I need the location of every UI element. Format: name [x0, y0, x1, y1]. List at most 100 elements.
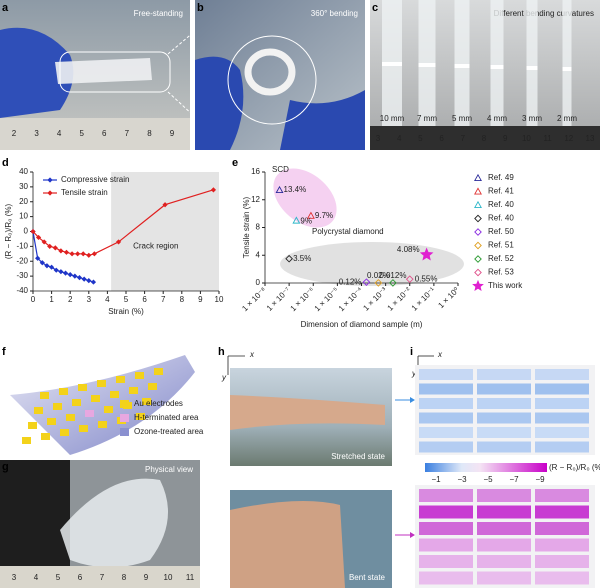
x-tick-label: 5: [124, 295, 129, 304]
x-tick-label: 0: [31, 295, 36, 304]
legend-swatch: [120, 428, 129, 436]
ruler-label: 3: [12, 573, 17, 582]
heatmap-cell: [477, 489, 531, 502]
glove: [0, 27, 74, 118]
y-tick-label: 10: [19, 212, 28, 221]
data-point: [210, 187, 217, 193]
rolled-film: [244, 48, 296, 96]
data-point: [47, 243, 53, 249]
shaded-region: [111, 172, 219, 291]
heatmap-cell: [419, 369, 473, 380]
ruler-label: 3: [34, 129, 39, 138]
ruler-label: 6: [102, 129, 107, 138]
data-point: [39, 260, 45, 266]
y-tick-label: -20: [16, 256, 28, 265]
legend-label: Ref. 40: [488, 200, 514, 209]
heatmap-cell: [535, 571, 589, 585]
heatmap-cell: [477, 369, 531, 380]
arm: [230, 395, 385, 430]
colorbar-tick: −5: [483, 475, 493, 484]
heatmap-cell: [535, 427, 589, 438]
data-point: [62, 270, 69, 276]
heatmap-cell: [535, 441, 589, 453]
tube-mark: [562, 67, 572, 71]
ruler-label: 6: [439, 134, 444, 143]
heatmap-cell: [477, 412, 531, 424]
caption: Bent state: [349, 573, 386, 582]
data-point: [69, 251, 75, 257]
data-point: [30, 228, 36, 235]
legend-marker: [474, 255, 482, 263]
electrode: [28, 422, 37, 429]
heatmap-cell: [419, 489, 473, 502]
data-point: [67, 272, 73, 278]
panel-h: h x y Stretched state Bent state: [218, 346, 415, 588]
data-point: [405, 275, 414, 284]
data-point: [58, 269, 64, 275]
axis-label: y: [411, 369, 417, 378]
legend-marker: [474, 200, 482, 209]
legend-label: Au electrodes: [134, 399, 183, 408]
data-point: [44, 263, 50, 269]
y-tick-label: -30: [16, 271, 28, 280]
tube-mark: [454, 64, 470, 68]
tube-label: 5 mm: [452, 114, 472, 123]
x-tick-label: 1 × 10⁻⁶: [289, 286, 317, 314]
data-point: [52, 245, 58, 251]
data-point: [35, 234, 42, 241]
heatmap-cell: [535, 522, 589, 535]
panel-letter: b: [197, 2, 204, 14]
heatmap-cell: [477, 555, 531, 568]
tube-mark: [526, 66, 538, 70]
panel-c: c Different bending curvatures: [370, 0, 600, 150]
data-point: [49, 264, 55, 270]
caption: Physical view: [145, 465, 193, 474]
electrode: [60, 429, 69, 436]
data-point: [80, 251, 86, 257]
x-tick-label: 10: [215, 295, 224, 304]
panel-letter: a: [2, 2, 9, 14]
panel-letter: g: [2, 461, 9, 473]
heatmap-cell: [535, 489, 589, 502]
ruler-label: 8: [147, 129, 152, 138]
legend-marker: [474, 214, 482, 223]
data-point: [362, 278, 371, 287]
x-tick-label: 1 × 10⁻⁵: [313, 286, 341, 314]
legend-swatch: [120, 400, 129, 408]
heatmap-cell: [535, 505, 589, 519]
legend-label: Tensile strain: [61, 188, 108, 197]
x-axis-label: Strain (%): [108, 307, 144, 316]
zoom-line: [167, 91, 221, 141]
tube: [562, 0, 572, 126]
electrode: [72, 399, 81, 406]
electrode: [136, 413, 145, 420]
ruler-label: 5: [56, 573, 61, 582]
ruler-label: 9: [170, 129, 175, 138]
y-tick-label: 30: [19, 182, 28, 191]
sheet: [10, 355, 195, 455]
axis-label: y: [221, 373, 227, 382]
colorbar-title: (R − R₀)/R₀ (%): [549, 463, 600, 472]
electrode: [47, 418, 56, 425]
annotation: Polycrystal diamond: [312, 227, 384, 236]
data-label: 4.08%: [397, 245, 420, 254]
x-tick-label: 1 × 10⁰: [436, 286, 461, 311]
tube: [490, 0, 504, 126]
heatmap-cell: [419, 555, 473, 568]
legend-marker: [472, 279, 484, 291]
data-point: [72, 273, 78, 279]
data-point: [63, 249, 70, 255]
heatmap-cell: [477, 398, 531, 409]
film: [55, 58, 152, 84]
legend-swatch: [120, 414, 129, 422]
electrode: [148, 383, 157, 390]
electrode: [129, 387, 138, 394]
legend-marker: [47, 177, 53, 183]
electrode: [85, 410, 94, 417]
heatmap-cell: [419, 412, 473, 424]
data-label: 0.55%: [415, 274, 438, 283]
y-tick-label: 0: [256, 278, 261, 287]
x-tick-label: 2: [68, 295, 73, 304]
heatmap-cell: [535, 538, 589, 552]
